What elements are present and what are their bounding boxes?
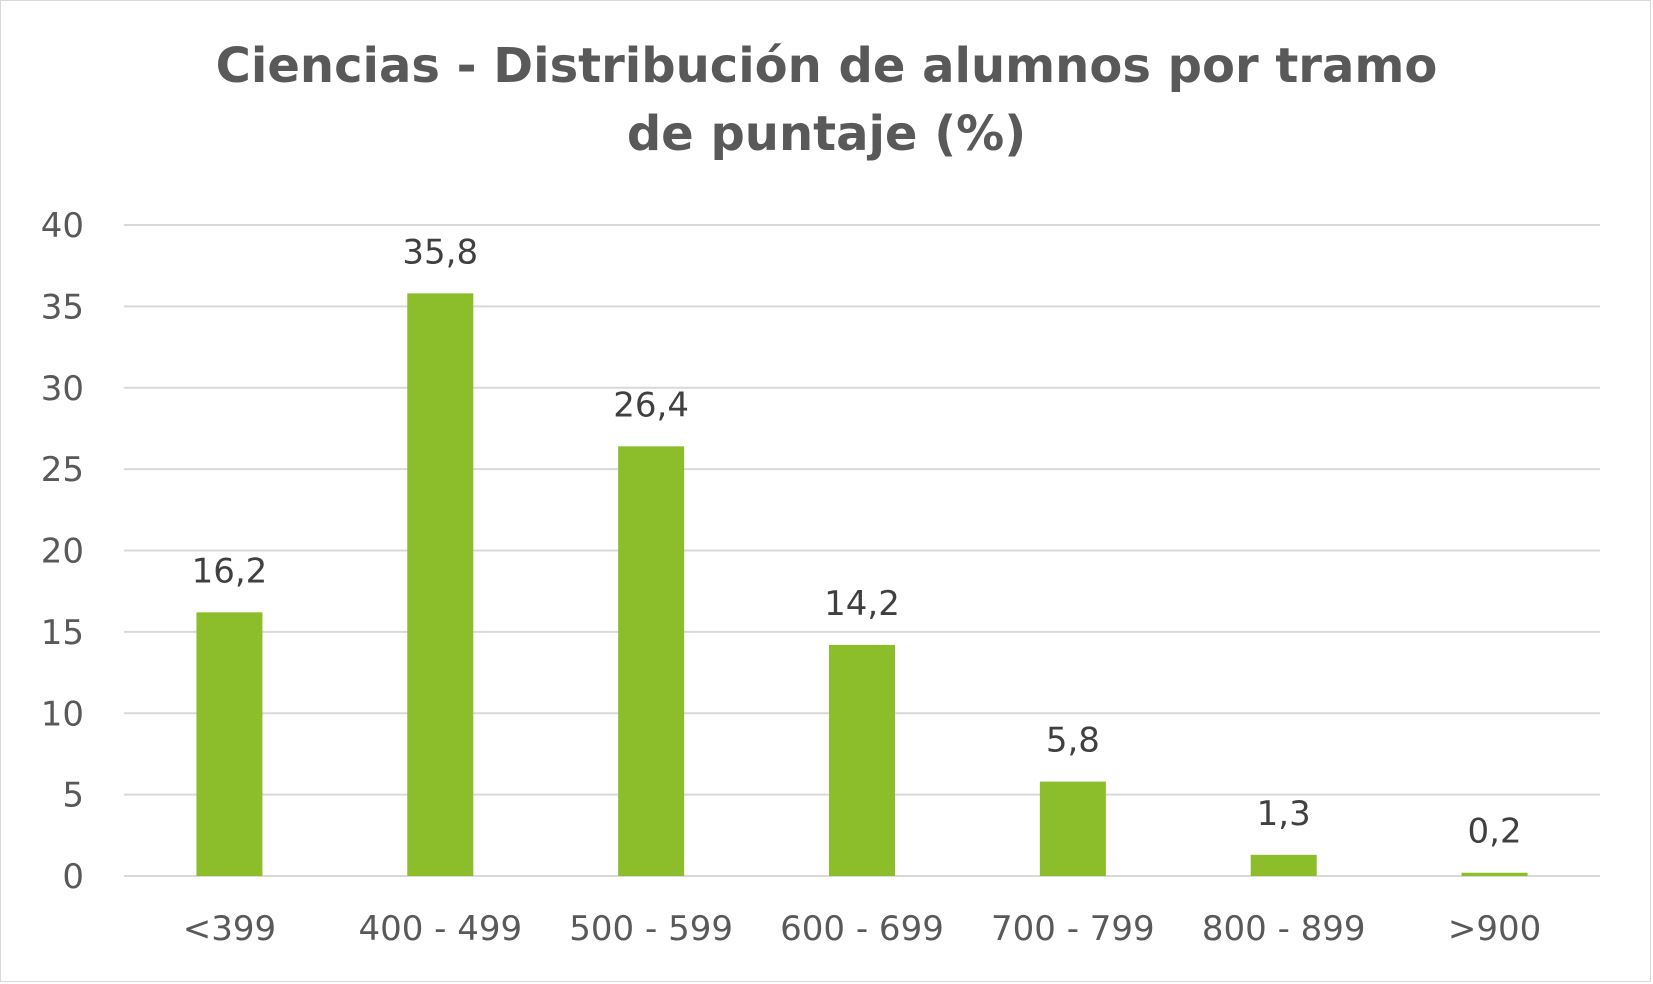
x-tick-label: 600 - 699	[780, 909, 944, 949]
bar	[829, 644, 895, 876]
data-label: 14,2	[824, 584, 900, 624]
y-tick-label: 0	[62, 857, 84, 897]
bar	[196, 612, 263, 876]
bar	[1461, 872, 1528, 876]
bar	[1039, 781, 1106, 876]
data-labels: 16,2 35,8 26,4 14,2 5,8 1,3 0,2	[192, 232, 1522, 851]
chart-title: Ciencias - Distribución de alumnos por t…	[0, 32, 1653, 168]
y-tick-label: 30	[41, 369, 84, 409]
y-tick-label: 10	[41, 694, 84, 734]
data-label: 26,4	[613, 385, 689, 425]
data-label: 1,3	[1257, 794, 1311, 834]
y-tick-label: 5	[62, 776, 84, 816]
y-tick-label: 15	[41, 613, 84, 653]
chart-title-line-1: Ciencias - Distribución de alumnos por t…	[215, 38, 1438, 94]
bar	[1250, 854, 1317, 876]
y-tick-label: 20	[41, 532, 84, 572]
data-label: 35,8	[402, 232, 478, 272]
data-label: 0,2	[1468, 812, 1522, 852]
data-label: 5,8	[1046, 721, 1100, 761]
x-tick-label: >900	[1448, 909, 1541, 949]
y-axis-ticks: 0 5 10 15 20 25 30 35 40	[41, 206, 84, 897]
data-label: 16,2	[192, 551, 268, 591]
x-tick-label: 700 - 799	[991, 909, 1155, 949]
y-tick-label: 40	[41, 206, 84, 246]
x-tick-label: <399	[183, 909, 276, 949]
x-tick-label: 800 - 899	[1202, 909, 1366, 949]
x-tick-label: 500 - 599	[569, 909, 733, 949]
x-tick-label: 400 - 499	[358, 909, 522, 949]
y-tick-label: 25	[41, 450, 84, 490]
bar	[618, 446, 685, 876]
chart-title-line-2: de puntaje (%)	[626, 106, 1027, 162]
y-tick-label: 35	[41, 287, 84, 327]
bar	[407, 293, 474, 877]
bars	[196, 293, 1528, 877]
x-axis-ticks: <399 400 - 499 500 - 599 600 - 699 700 - 799…	[183, 909, 1542, 949]
